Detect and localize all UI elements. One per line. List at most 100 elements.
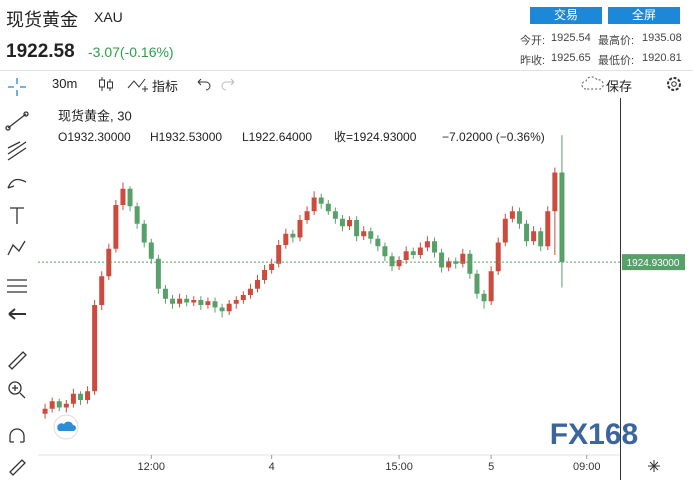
candle-body [42,408,48,414]
stat: 昨收: [520,55,546,67]
candle-body [375,238,381,247]
candle-body [70,393,76,404]
x-tick-label: 5 [488,461,494,473]
candle-body [127,188,133,207]
candle-body [212,301,218,308]
candle-body [396,260,402,267]
candle-body [481,293,487,302]
candle-body [63,403,69,408]
candle-body [495,242,501,272]
ohlc-value: H1932.53000 [150,130,222,144]
x-tick-label: 4 [269,461,275,473]
candle-body [162,288,168,299]
candle-body [347,220,353,227]
candle-body [141,223,147,243]
candle-body [474,273,480,294]
ohlc-value: L1922.64000 [242,130,312,144]
candle-body [155,258,161,289]
candle-body [56,401,62,408]
undo-redo[interactable] [194,76,240,92]
candle-body [509,211,515,219]
candle-icon[interactable] [96,74,116,94]
candle-body [148,242,154,259]
candle-body [92,305,98,392]
candle-body [403,251,409,260]
last-price-label: 1924.93000 [627,258,680,269]
logo-icon [57,421,76,431]
series-name: 现货黄金, 30 [58,108,132,123]
price: 1922.58 [6,41,75,62]
candle-body [368,231,374,239]
candle-body [134,206,140,224]
candle-body [177,298,183,304]
fullscreen-button[interactable]: 全屏 [608,7,680,24]
candle-body [240,295,246,300]
watermark: FX168 [550,418,638,451]
divider [0,70,693,71]
stat: 1925.65 [551,52,591,64]
candle-body [516,211,522,224]
x-tick-label: 09:00 [573,461,601,473]
candle-body [325,203,331,212]
save[interactable]: 保存 [606,79,633,94]
candle-body [191,300,197,303]
candle-body [545,211,551,247]
candle-body [254,280,260,289]
candle-body [205,301,211,305]
stat: 最高价: [598,35,635,47]
candle-body [339,218,345,227]
candle-body [290,233,296,238]
last-price-box [622,254,685,271]
candle-body [410,251,416,255]
candle-body [262,270,268,280]
candle-body [85,391,91,400]
axis-settings-icon[interactable] [648,460,660,472]
candle-body [49,401,55,409]
candle-body [552,172,558,212]
candle-body [382,246,388,257]
x-tick-label: 15:00 [385,461,413,473]
candle-body [524,223,530,242]
symbol: XAU [94,9,123,25]
candle-body [467,253,473,274]
candle-body [424,241,430,248]
settings-icon[interactable] [664,74,684,94]
candle-body [389,256,395,267]
candle-body [559,172,565,263]
cloud-icon[interactable] [580,74,606,94]
candle-body [219,307,225,312]
stat: 今开: [520,35,546,47]
candle-body [446,261,452,268]
candle-body [304,211,310,220]
candle-body [361,231,367,237]
indicators[interactable]: 指标 [152,79,179,94]
candle-body [297,220,303,238]
ohlc-value: −7.02000 (−0.36%) [442,130,545,144]
candle-body [77,393,83,400]
candle-body [198,300,204,305]
left-toolbar [5,78,29,476]
candle-body [184,298,190,303]
indicator-icon[interactable] [126,76,152,94]
ohlc-value: 收=1924.93000 [334,130,417,144]
candle-body [460,253,466,264]
candle-body [99,276,105,305]
ohlc-value: O1932.30000 [58,130,131,144]
candle-body [354,220,360,237]
candle-body [332,211,338,219]
candle-body [417,247,423,255]
candle-body [276,245,282,264]
trade-button[interactable]: 交易 [530,7,602,24]
stat: 1920.81 [642,52,682,64]
stat: 1925.54 [551,32,591,44]
interval[interactable]: 30m [52,76,78,91]
change: -3.07(-0.16%) [88,44,174,60]
x-tick-label: 12:00 [138,461,166,473]
candle-body [431,241,437,253]
candle-body [531,231,537,242]
candle-body [439,252,445,268]
stat: 最低价: [598,55,635,67]
candle-body [233,300,239,304]
